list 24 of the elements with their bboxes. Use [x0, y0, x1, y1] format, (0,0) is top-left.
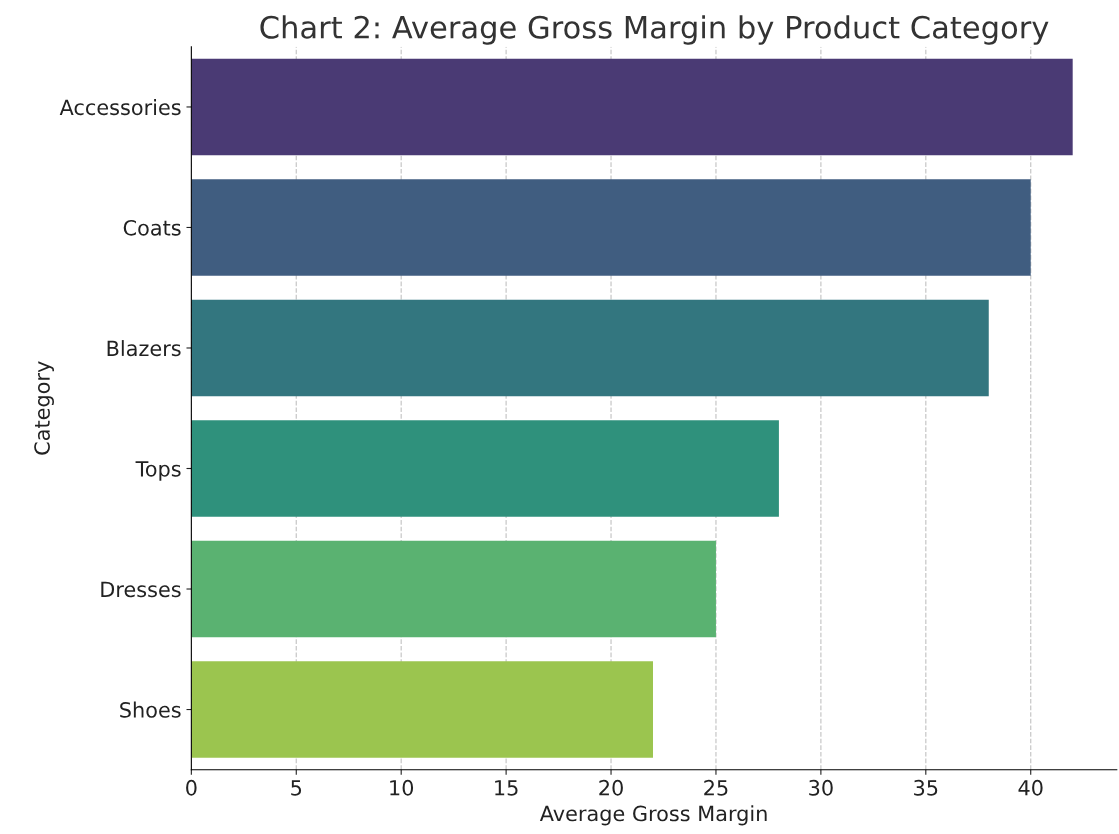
bar — [191, 661, 654, 758]
y-tick-label: Tops — [135, 461, 181, 481]
chart-title: Chart 2: Average Gross Margin by Product Category — [260, 15, 1049, 45]
y-axis-title: Category — [34, 361, 54, 455]
bar — [191, 420, 779, 517]
y-tick-label: Shoes — [120, 701, 181, 718]
bar — [191, 58, 1073, 156]
x-tick-label: 5 — [291, 780, 302, 796]
x-tick-label: 25 — [704, 779, 728, 796]
x-tick-label: 15 — [495, 780, 518, 796]
x-tick-label: 20 — [599, 779, 623, 796]
bar — [191, 299, 989, 397]
y-tick-label: Blazers — [107, 340, 181, 357]
x-tick-label: 10 — [390, 779, 414, 796]
x-tick-label: 35 — [914, 779, 938, 796]
x-tick-label: 40 — [1018, 779, 1043, 796]
bar — [191, 179, 1031, 276]
x-tick-label: 30 — [809, 779, 833, 796]
x-axis-title: Average Gross Margin — [539, 805, 767, 826]
y-tick-label: Accessories — [59, 99, 181, 116]
bar — [191, 540, 716, 638]
y-tick-label: Dresses — [101, 581, 181, 598]
x-tick-label: 0 — [186, 779, 197, 796]
y-tick-label: Coats — [123, 219, 181, 236]
